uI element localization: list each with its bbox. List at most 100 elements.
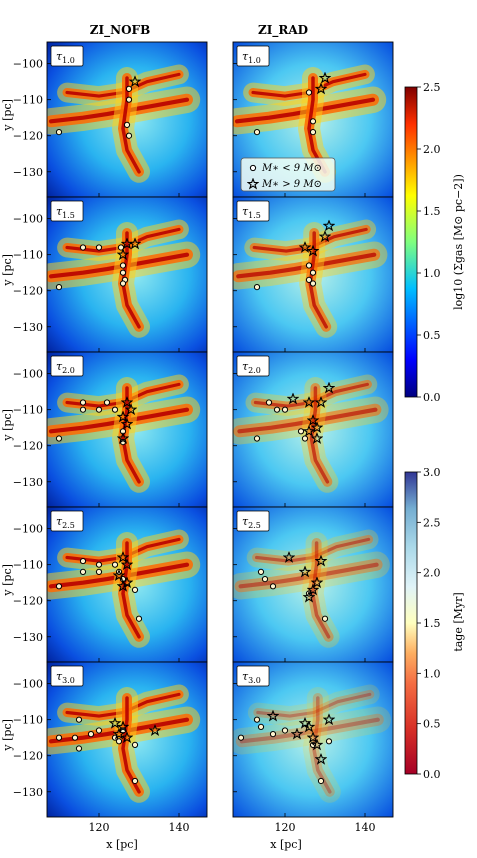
star-particle-low-mass xyxy=(55,129,63,136)
star-particle-low-mass xyxy=(75,745,83,752)
panel-label: τ1.5 xyxy=(242,205,261,220)
y-tick-label: −100 xyxy=(13,368,43,381)
panel-label-box xyxy=(236,355,270,377)
star-particle-low-mass xyxy=(325,738,333,745)
star-particle-low-mass xyxy=(95,727,103,734)
x-tick-label: 140 xyxy=(355,821,376,834)
filament-core xyxy=(309,386,330,484)
panel-label-sub: 2.5 xyxy=(62,521,75,530)
panel-grid: τ1.0 τ1.0τ1.5 τ1.5τ2.0 τ2.0τ2.5 τ2.5τ3.0 τ3.0 xyxy=(46,41,394,818)
panel-frame xyxy=(46,661,208,818)
y-tick-label: −130 xyxy=(13,321,43,334)
colorbar-age-label: tage [Myr] xyxy=(452,592,465,651)
panel-label-sub: 3.0 xyxy=(62,676,75,685)
filament-halo xyxy=(233,706,391,755)
y-tick-label: −130 xyxy=(13,786,43,799)
filament-halo xyxy=(246,529,379,571)
star-particle-low-mass xyxy=(55,583,63,590)
filament xyxy=(235,713,384,748)
star-particle-low-mass xyxy=(281,727,289,734)
panel-label-box xyxy=(50,200,84,222)
star-particle-low-mass xyxy=(123,121,131,129)
x-axis-label-right: x [pc] xyxy=(270,838,302,851)
y-tick-label: −100 xyxy=(13,523,43,536)
y-tick-label: −100 xyxy=(13,678,43,691)
star-particle-low-mass xyxy=(125,85,133,92)
filament xyxy=(252,534,374,566)
star-particle-low-mass xyxy=(237,734,245,741)
star-particle-low-mass xyxy=(79,406,87,413)
panel-label-sub: 2.0 xyxy=(248,366,261,375)
panel-label: τ1.0 xyxy=(56,50,75,65)
legend-high-mass-label: M∗ > 9 M⊙ xyxy=(261,179,322,190)
star-particle-low-mass xyxy=(309,280,317,287)
star-particle-low-mass xyxy=(131,586,139,594)
column-title-nofb: ZI_NOFB xyxy=(90,23,150,38)
panel-label: τ3.0 xyxy=(242,670,261,685)
panel: τ1.5 xyxy=(232,196,394,353)
panel-label-box xyxy=(236,665,270,687)
star-particle-low-mass xyxy=(79,244,87,251)
panel-label: τ2.5 xyxy=(56,515,75,530)
panel-label-box xyxy=(50,665,84,687)
x-axis: 120 140 120 140 xyxy=(89,821,376,834)
star-particle-low-mass xyxy=(55,734,63,741)
filament xyxy=(253,689,375,721)
panel-label-sub: 1.5 xyxy=(248,211,261,220)
colorbar-gas-bar xyxy=(404,86,418,398)
star-particle-low-mass xyxy=(135,615,143,622)
colorbar-gas: 0.0 0.5 1.0 1.5 2.0 2.5 log10 (Σgas [M⊙ pc−2]… xyxy=(404,81,465,404)
star-particle-low-mass xyxy=(119,262,127,269)
y-tick-label: −120 xyxy=(13,440,43,453)
filament-halo xyxy=(301,532,340,648)
star-particle-low-mass xyxy=(119,269,127,276)
star-particle-low-mass xyxy=(115,738,123,745)
colorbar-age-ticks: 0.0 0.5 1.0 1.5 2.0 2.5 3.0 xyxy=(417,466,441,781)
colorbar-tick-label: 0.0 xyxy=(423,768,441,781)
star-particle-low-mass xyxy=(95,244,103,251)
panel-label-sub: 1.0 xyxy=(62,56,75,65)
star-particle-low-mass xyxy=(273,406,281,413)
panel-label-box xyxy=(50,510,84,532)
panel: τ2.0 xyxy=(46,351,208,508)
filament-core xyxy=(121,696,141,794)
star-particle-low-mass xyxy=(281,406,289,413)
filament-core xyxy=(121,386,141,484)
panel-label-base: τ xyxy=(242,670,249,683)
star-particle-low-mass xyxy=(95,406,103,413)
star-particle-low-mass xyxy=(95,568,103,575)
filament-halo xyxy=(247,684,380,726)
y-tick-label: −130 xyxy=(13,476,43,489)
panel-label-base: τ xyxy=(56,50,63,63)
filament-core xyxy=(237,407,378,434)
colorbar-tick-label: 2.0 xyxy=(423,143,441,156)
panel-label: τ2.5 xyxy=(242,515,261,530)
star-particle-low-mass xyxy=(131,777,139,785)
panel-label: τ1.0 xyxy=(242,50,261,65)
x-tick-label: 120 xyxy=(89,821,110,834)
star-particle-low-mass xyxy=(87,730,95,738)
star-particle-low-mass xyxy=(75,716,83,723)
star-particle-low-mass xyxy=(79,568,87,575)
colorbar-tick-label: 2.5 xyxy=(423,516,441,529)
star-particle-low-mass xyxy=(321,615,329,622)
colorbar-age: 0.0 0.5 1.0 1.5 2.0 2.5 3.0 tage [Myr] xyxy=(404,466,465,781)
y-tick-label: −110 xyxy=(13,559,43,572)
star-particle-low-mass xyxy=(125,132,133,139)
panel-label-base: τ xyxy=(56,360,63,373)
colorbar-tick-label: 0.5 xyxy=(423,718,441,731)
colorbar-gas-label: log10 (Σgas [M⊙ pc−2]) xyxy=(452,174,465,310)
legend-box xyxy=(240,157,336,192)
star-particle-low-mass xyxy=(309,269,317,276)
panel-label-box xyxy=(50,45,84,67)
panel-label: τ3.0 xyxy=(56,670,75,685)
panel-label-base: τ xyxy=(56,205,63,218)
star-particle-low-mass xyxy=(305,262,313,269)
colorbar-tick-label: 1.5 xyxy=(423,617,441,630)
y-tick-label: −100 xyxy=(13,58,43,71)
panel: τ1.0 xyxy=(46,41,208,198)
panel-label-sub: 1.0 xyxy=(248,56,261,65)
y-tick-label: −110 xyxy=(13,404,43,417)
star-particle-low-mass xyxy=(79,399,87,406)
